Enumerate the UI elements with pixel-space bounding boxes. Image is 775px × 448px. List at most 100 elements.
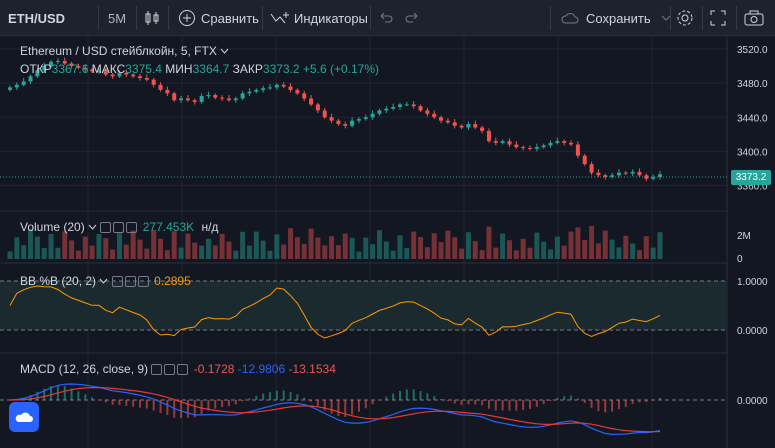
grid: [0, 36, 727, 448]
undo-button[interactable]: [378, 0, 394, 36]
volume-bar: [541, 241, 547, 259]
chevron-down-icon: [88, 224, 97, 230]
volume-bar: [28, 228, 34, 259]
volume-bar: [465, 232, 471, 259]
macd-legend[interactable]: MACD (12, 26, close, 9) -0.1728 -12.9806…: [20, 362, 336, 376]
macd-histogram: [9, 384, 661, 419]
candle-body: [480, 127, 485, 131]
candle-body: [575, 144, 580, 156]
macd-histogram-bar: [433, 396, 436, 400]
macd-histogram-bar: [542, 400, 545, 405]
macd-histogram-bar: [234, 400, 237, 405]
gear-icon: [677, 10, 693, 26]
candle-body: [21, 81, 26, 85]
candle-body: [445, 120, 450, 123]
macd-histogram-bar: [337, 400, 340, 417]
macd-histogram-bar: [357, 400, 360, 412]
divider: [136, 6, 137, 30]
compare-button[interactable]: Сравнить: [178, 0, 259, 36]
chart-type-button[interactable]: [144, 0, 160, 36]
candle-body: [247, 91, 252, 94]
candle-body: [8, 87, 12, 90]
open-value: 3367.6: [51, 62, 89, 76]
volume-bar: [288, 228, 294, 259]
high-value: 3375.4: [125, 62, 162, 76]
macd-histogram-bar: [590, 400, 593, 408]
macd-histogram-bar: [84, 394, 87, 400]
candle-body: [35, 70, 40, 77]
chevron-down-icon: [220, 48, 229, 54]
eye-icon[interactable]: [111, 276, 123, 287]
divider: [370, 6, 371, 30]
volume-bar: [452, 237, 458, 259]
volume-bar: [418, 237, 424, 259]
volume-bar: [459, 248, 465, 259]
candle-body: [356, 118, 361, 121]
close-icon[interactable]: [137, 276, 149, 287]
redo-button[interactable]: [404, 0, 420, 36]
bb-legend[interactable]: BB %B (20, 2) 0.2895: [20, 274, 191, 288]
volume-bar: [363, 237, 369, 259]
macd-histogram-bar: [494, 400, 497, 411]
candle-body: [370, 113, 375, 118]
gear-icon[interactable]: [113, 222, 125, 233]
macd-histogram-bar: [515, 400, 518, 411]
low-label: МИН: [165, 62, 193, 76]
volume-legend[interactable]: Volume (20) 277.453K н/д: [20, 220, 218, 234]
volume-bar: [116, 233, 122, 259]
candle-body: [192, 100, 197, 102]
candle-body: [309, 98, 314, 105]
volume-bar: [281, 244, 287, 259]
candle-body: [541, 145, 546, 148]
symbol-label: ETH/USD: [8, 10, 66, 26]
candle-body: [589, 164, 594, 173]
indicators-button[interactable]: Индикаторы: [270, 0, 368, 36]
divider: [736, 6, 737, 30]
macd-histogram-bar: [152, 400, 155, 411]
volume-bar: [41, 248, 47, 259]
gear-icon[interactable]: [164, 364, 176, 375]
macd-histogram-bar: [617, 400, 620, 410]
close-icon[interactable]: [177, 364, 189, 375]
macd-value: -0.1728: [193, 362, 235, 376]
tradingview-logo[interactable]: [9, 402, 39, 432]
fullscreen-button[interactable]: [710, 0, 726, 36]
macd-histogram-bar: [446, 400, 449, 402]
candle-body: [336, 120, 341, 125]
macd-histogram-bar: [467, 400, 470, 405]
candle-body: [315, 104, 320, 111]
volume-bar: [158, 238, 164, 259]
volume-bar: [472, 241, 478, 259]
eye-icon[interactable]: [100, 222, 112, 233]
save-button[interactable]: Сохранить: [560, 0, 671, 36]
candle-body: [90, 69, 95, 72]
volume-tick-label: 0: [737, 254, 743, 265]
close-icon[interactable]: [126, 222, 138, 233]
divider: [262, 6, 263, 30]
candle-body: [322, 110, 327, 118]
macd-histogram-bar: [611, 400, 614, 412]
main-legend-title[interactable]: Ethereum / USD стейблкойн, 5, FTX: [20, 44, 229, 58]
macd-histogram-bar: [378, 400, 381, 401]
gear-icon[interactable]: [124, 276, 136, 287]
price-tick-label: 3400.0: [737, 147, 768, 158]
symbol-search[interactable]: ETH/USD: [8, 0, 65, 36]
interval-button[interactable]: 5M: [108, 0, 126, 36]
eye-icon[interactable]: [151, 364, 163, 375]
chart-area[interactable]: 3520.0 3480.0 3440.0 3400.0 3360.0 2M 0 1.00…: [0, 36, 775, 448]
cloud-logo-icon: [15, 412, 33, 422]
volume-bar: [82, 236, 88, 259]
volume-value: 277.453K: [142, 220, 195, 234]
macd-histogram-bar: [535, 400, 538, 407]
volume-bar: [356, 251, 362, 259]
macd-histogram-bar: [508, 400, 511, 411]
snapshot-button[interactable]: [744, 0, 764, 36]
candle-body: [473, 124, 478, 128]
volume-bar: [14, 237, 20, 259]
macd-histogram-bar: [166, 400, 169, 415]
macd-histogram-bar: [323, 400, 326, 411]
macd-histogram-bar: [139, 400, 141, 408]
settings-button[interactable]: [676, 0, 694, 36]
candle-body: [28, 76, 33, 82]
candle-body: [534, 147, 539, 149]
